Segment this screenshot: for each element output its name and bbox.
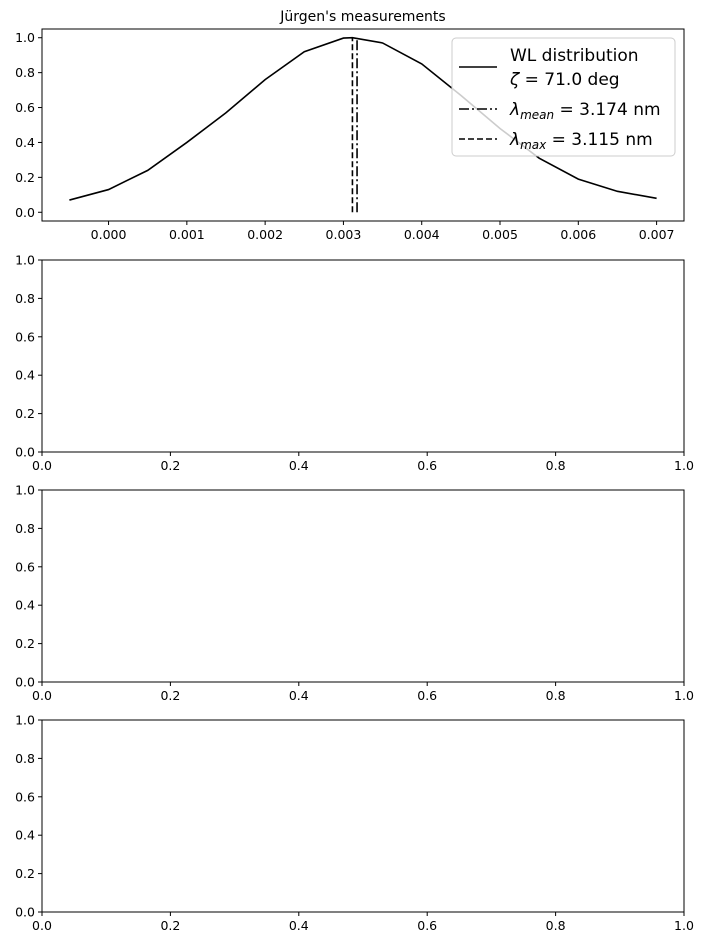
y-tick-label: 0.6: [15, 789, 35, 804]
legend: WL distribution ζ = 71.0 deg λmean = 3.174…: [451, 37, 676, 157]
legend-frame: [451, 37, 676, 157]
x-tick-label: 0.007: [639, 227, 675, 242]
y-tick-label: 0.4: [15, 828, 35, 843]
x-tick-label: 1.0: [674, 458, 694, 473]
x-tick-label: 0.0: [32, 688, 52, 703]
y-tick-label: 0.8: [15, 65, 35, 80]
axes-2: 0.0 0.2 0.4 0.6 0.8 1.0 0.0 0.2 0.4 0.6 0.8 1.0: [15, 253, 694, 474]
x-tick-label: 0.4: [289, 918, 309, 933]
x-tick-label: 0.2: [160, 918, 180, 933]
x-tick-label: 0.0: [32, 918, 52, 933]
y-tick-label: 0.0: [15, 675, 35, 690]
x-tick-label: 0.004: [404, 227, 440, 242]
axes-1: 0.000 0.001 0.002 0.003 0.004 0.005 0.006 0.007…: [15, 9, 685, 242]
x-tick-label: 0.005: [482, 227, 518, 242]
x-tick-label: 1.0: [674, 918, 694, 933]
y-tick-label: 0.4: [15, 598, 35, 613]
x-tick-label: 0.000: [91, 227, 127, 242]
y-tick-label: 0.6: [15, 329, 35, 344]
x-tick-label: 0.6: [417, 918, 437, 933]
axes-frame: [41, 719, 685, 913]
axes-frame: [41, 259, 685, 453]
x-tick-label: 0.6: [417, 688, 437, 703]
chart-title: Jürgen's measurements: [279, 9, 445, 25]
x-tick-label: 0.4: [289, 688, 309, 703]
axes-frame: [41, 489, 685, 683]
y-tick-label: 0.6: [15, 559, 35, 574]
y-tick-label: 0.8: [15, 751, 35, 766]
x-tick-label: 0.001: [169, 227, 205, 242]
y-tick-label: 1.0: [15, 30, 35, 45]
legend-entry-3: λmax = 3.115 nm: [509, 130, 653, 152]
y-tick-label: 0.2: [15, 866, 35, 881]
x-tick-label: 0.8: [546, 688, 566, 703]
y-tick-label: 0.6: [15, 100, 35, 115]
x-tick-label: 0.8: [546, 918, 566, 933]
x-tick-label: 0.4: [289, 458, 309, 473]
y-tick-label: 0.2: [15, 406, 35, 421]
x-tick-label: 0.8: [546, 458, 566, 473]
y-tick-label: 0.2: [15, 170, 35, 185]
x-tick-label: 1.0: [674, 688, 694, 703]
y-tick-label: 0.4: [15, 368, 35, 383]
x-tick-label: 0.2: [160, 458, 180, 473]
legend-entry-1-line2: ζ = 71.0 deg: [509, 70, 620, 90]
y-tick-label: 1.0: [15, 713, 35, 728]
y-tick-label: 0.0: [15, 445, 35, 460]
y-tick-label: 0.4: [15, 135, 35, 150]
x-tick-label: 0.2: [160, 688, 180, 703]
legend-entry-1-line1: WL distribution: [510, 46, 639, 66]
legend-entry-2: λmean = 3.174 nm: [509, 100, 661, 122]
y-tick-label: 0.8: [15, 521, 35, 536]
axes-frame: [41, 28, 685, 222]
x-tick-label: 0.006: [560, 227, 596, 242]
axes-4: 0.0 0.2 0.4 0.6 0.8 1.0 0.0 0.2 0.4 0.6 0.8 1.0: [15, 713, 694, 934]
y-tick-label: 1.0: [15, 483, 35, 498]
x-tick-label: 0.002: [247, 227, 283, 242]
x-tick-label: 0.6: [417, 458, 437, 473]
y-tick-label: 0.2: [15, 636, 35, 651]
y-tick-label: 0.8: [15, 291, 35, 306]
axes-3: 0.0 0.2 0.4 0.6 0.8 1.0 0.0 0.2 0.4 0.6 0.8 1.0: [15, 483, 694, 704]
y-tick-label: 0.0: [15, 905, 35, 920]
x-tick-label: 0.0: [32, 458, 52, 473]
y-tick-label: 1.0: [15, 253, 35, 268]
y-tick-label: 0.0: [15, 205, 35, 220]
x-tick-label: 0.003: [326, 227, 362, 242]
